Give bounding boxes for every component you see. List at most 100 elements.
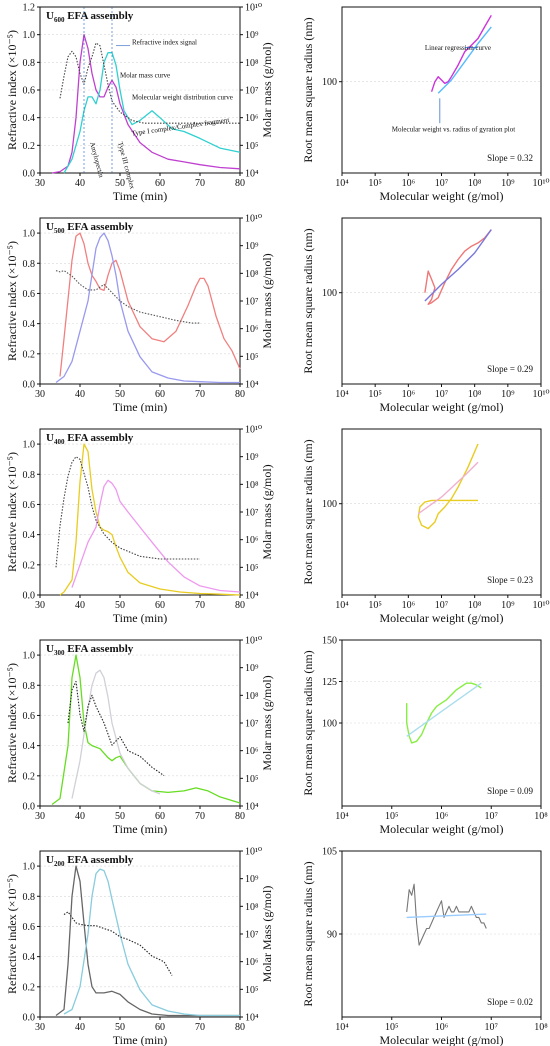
series-line-1 — [424, 229, 492, 305]
y2-tick-label: 10⁵ — [245, 352, 259, 363]
x-tick-label: 10⁷ — [485, 811, 499, 822]
plot-frame — [341, 217, 542, 385]
x-tick-label: 80 — [235, 600, 245, 611]
x-tick-label: 10⁷ — [435, 389, 449, 400]
x-tick-label: 10⁹ — [501, 389, 515, 400]
y2-tick-label: 10⁹ — [245, 874, 259, 885]
y-axis-label: Refractive index (×10⁻⁵) — [5, 452, 19, 572]
y-tick-label: 0.0 — [23, 802, 36, 813]
series-line-3 — [59, 42, 240, 124]
y-tick-label: 0.2 — [23, 771, 36, 782]
y2-tick-label: 10⁹ — [245, 663, 259, 674]
x-tick-label: 70 — [195, 389, 205, 400]
x-tick-label: 50 — [115, 600, 125, 611]
x-tick-label: 30 — [35, 811, 45, 822]
y2-tick-label: 10⁸ — [245, 902, 259, 913]
y-tick-label: 0.6 — [23, 500, 36, 511]
series-line-2 — [417, 461, 479, 515]
x-tick-label: 10⁷ — [435, 600, 449, 611]
series-line-1 — [417, 443, 479, 530]
y-tick-label: 150 — [322, 636, 337, 647]
y2-tick-label: 10⁴ — [245, 802, 259, 813]
y2-tick-label: 10¹⁰ — [245, 425, 262, 436]
y-tick-label: 100 — [322, 499, 337, 510]
scatter-panel-u400-right: 10⁴ 10⁵ 10⁶ 10⁷ 10⁸ 10⁹ 10¹⁰ 100 Molecular weigh… — [301, 428, 550, 625]
x-tick-label: 60 — [155, 600, 165, 611]
series-line-1 — [59, 443, 241, 596]
series-line-2 — [437, 26, 492, 94]
y2-tick-label: 10⁹ — [245, 30, 259, 41]
x-tick-label: 60 — [155, 389, 165, 400]
y2-tick-label: 10⁸ — [245, 691, 259, 702]
y2-tick-label: 10¹⁰ — [245, 3, 262, 14]
x-tick-label: 10⁵ — [368, 389, 382, 400]
y-axis-label: Root mean square radius (nm) — [301, 650, 315, 795]
x-tick-label: 10⁶ — [402, 178, 416, 189]
x-tick-label: 50 — [115, 389, 125, 400]
x-tick-label: 10⁴ — [335, 811, 349, 822]
y-tick-label: 0.6 — [23, 922, 36, 933]
series-line-2 — [406, 682, 482, 737]
y-tick-label: 0.4 — [23, 113, 36, 124]
x-tick-label: 70 — [195, 178, 205, 189]
x-tick-label: 10⁵ — [385, 1022, 399, 1033]
x-tick-label: 30 — [35, 389, 45, 400]
time-panel-u400-left: 30 40 50 60 70 80 0.0 0.2 0.4 0.6 0.8 1.0 10⁴ 10⁵ 10⁶ 1… — [5, 425, 274, 626]
annotation-mwd: Molecular weight distribution curve — [132, 94, 233, 102]
x-tick-label: 30 — [35, 600, 45, 611]
y2-axis-label: Molar mass (g/mol) — [260, 42, 274, 137]
annotation-type1: Type I complex/Complex fragment — [131, 116, 230, 138]
scatter-panel-u300-right: 10⁴ 10⁵ 10⁶ 10⁷ 10⁸ 100 125 150 Molecular weight… — [301, 636, 548, 837]
y-tick-label: 1.0 — [23, 30, 36, 41]
x-tick-label: 40 — [75, 389, 85, 400]
scatter-panel-u600-right: 10⁴ 10⁵ 10⁶ 10⁷ 10⁸ 10⁹ 10¹⁰ 100 Molecular weigh… — [301, 6, 550, 203]
y-axis-label: Root mean square radius (nm) — [301, 17, 315, 162]
x-axis-label: Molecular weight (g/mol) — [380, 822, 504, 836]
y2-tick-label: 10⁹ — [245, 452, 259, 463]
time-panel-u200-left: 30 40 50 60 70 80 0.0 0.2 0.4 0.6 0.8 1.0 10⁴ 10⁵ 10⁶ 1… — [5, 847, 274, 1046]
x-axis-label: Molecular weight (g/mol) — [380, 1033, 504, 1046]
x-tick-label: 60 — [155, 811, 165, 822]
x-axis-label: Time (min) — [113, 189, 168, 203]
series-line-1 — [51, 654, 241, 806]
slope-label: Slope = 0.32 — [487, 153, 533, 163]
y2-tick-label: 10⁴ — [245, 169, 259, 180]
y-tick-label: 1.0 — [23, 862, 36, 873]
x-tick-label: 10⁷ — [485, 1022, 499, 1033]
y2-tick-label: 10⁷ — [245, 86, 259, 97]
series-line-2 — [424, 229, 492, 302]
x-tick-label: 50 — [115, 1022, 125, 1033]
y2-axis-label: Molar Mass (g/mol) — [260, 886, 274, 983]
y-tick-label: 0.4 — [23, 741, 36, 752]
x-tick-label: 10⁴ — [335, 389, 349, 400]
x-tick-label: 10⁶ — [435, 811, 449, 822]
y2-tick-label: 10⁴ — [245, 380, 259, 391]
x-tick-label: 60 — [155, 1022, 165, 1033]
x-tick-label: 10⁶ — [402, 600, 416, 611]
series-line-1 — [406, 682, 482, 744]
x-tick-label: 10⁶ — [402, 389, 416, 400]
y-axis-label: Root mean square radius (nm) — [301, 228, 315, 373]
time-panel-u600-left: 30 40 50 60 70 80 0.0 0.2 0.4 0.6 0.8 1.0 1.2 10⁴ 10⁵ 1… — [5, 3, 274, 204]
slope-label: Slope = 0.02 — [487, 997, 533, 1007]
x-axis-label: Time (min) — [113, 1033, 168, 1046]
y-tick-label: 0.6 — [23, 289, 36, 300]
x-tick-label: 10⁹ — [501, 178, 515, 189]
x-tick-label: 60 — [155, 178, 165, 189]
x-tick-label: 10⁶ — [435, 1022, 449, 1033]
x-tick-label: 10⁸ — [468, 178, 482, 189]
x-tick-label: 10⁸ — [534, 811, 548, 822]
x-tick-label: 30 — [35, 1022, 45, 1033]
panel-title: U500 EFA assembly — [46, 221, 134, 235]
y-tick-label: 0.8 — [23, 470, 36, 481]
series-line-2 — [71, 669, 161, 799]
panel-title: U400 EFA assembly — [46, 432, 134, 446]
y-tick-label: 0.8 — [23, 259, 36, 270]
scatter-panel-u500-right: 10⁴ 10⁵ 10⁶ 10⁷ 10⁸ 10⁹ 10¹⁰ 100 Molecular weigh… — [301, 217, 550, 414]
annotation-refractive-index: Refractive index signal — [132, 38, 197, 46]
series-line-2 — [63, 52, 241, 174]
y-tick-label: 105 — [322, 847, 337, 858]
series-line-1 — [59, 232, 241, 377]
x-tick-label: 40 — [75, 811, 85, 822]
x-tick-label: 10¹⁰ — [532, 389, 549, 400]
